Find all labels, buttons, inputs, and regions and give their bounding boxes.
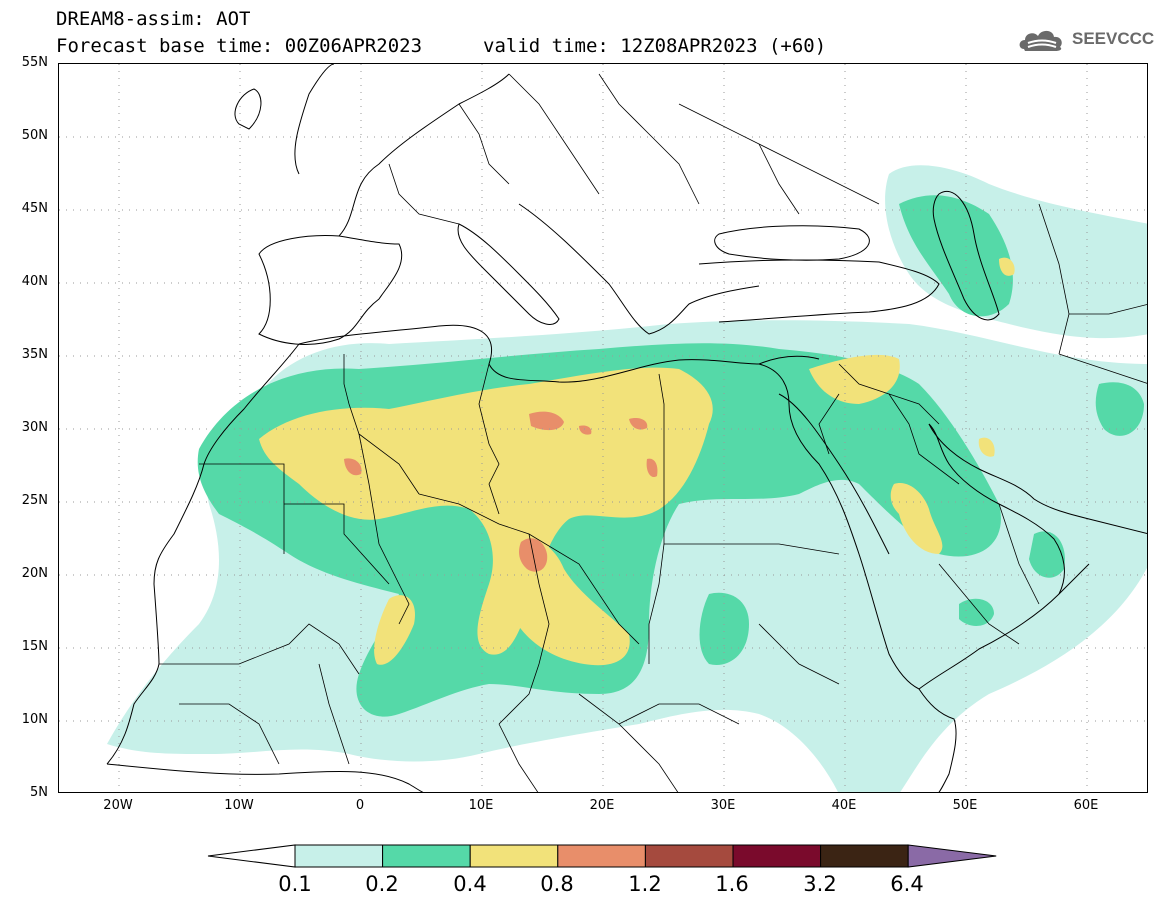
cloud-logo-icon bbox=[1019, 30, 1062, 51]
colorbar-label-6-4: 6.4 bbox=[890, 872, 924, 896]
map-title: DREAM8-assim: AOT bbox=[56, 8, 251, 30]
country-borders bbox=[159, 73, 1147, 792]
lat-label-55n: 55N bbox=[21, 55, 48, 70]
colorbar-label-3-2: 3.2 bbox=[803, 872, 837, 896]
lon-label-10e: 10E bbox=[468, 798, 494, 813]
forecast-base-time: Forecast base time: 00Z06APR2023 bbox=[56, 35, 423, 57]
seevccc-logo: SEEVCCC bbox=[1016, 24, 1154, 54]
lat-label-20n: 20N bbox=[21, 566, 48, 581]
lon-label-10w: 10W bbox=[224, 798, 254, 813]
lon-label-50e: 50E bbox=[952, 798, 978, 813]
colorbar-swatch-1 bbox=[294, 844, 384, 868]
aot-map bbox=[59, 64, 1147, 792]
aot-band-0-8 bbox=[344, 411, 658, 572]
lon-label-0: 0 bbox=[355, 798, 365, 813]
lat-label-5n: 5N bbox=[30, 785, 48, 800]
colorbar-label-0-4: 0.4 bbox=[453, 872, 487, 896]
colorbar-swatch-over bbox=[907, 844, 997, 868]
lat-label-25n: 25N bbox=[21, 493, 48, 508]
lat-label-40n: 40N bbox=[21, 274, 48, 289]
lon-label-60e: 60E bbox=[1073, 798, 1099, 813]
colorbar-swatch-7 bbox=[820, 844, 909, 868]
colorbar-label-0-1: 0.1 bbox=[278, 872, 312, 896]
map-frame bbox=[58, 63, 1148, 793]
logo-text: SEEVCCC bbox=[1072, 29, 1155, 48]
lon-label-40e: 40E bbox=[831, 798, 857, 813]
valid-time: valid time: 12Z08APR2023 (+60) bbox=[483, 35, 827, 57]
lon-label-30e: 30E bbox=[710, 798, 736, 813]
lat-label-45n: 45N bbox=[21, 201, 48, 216]
colorbar-label-0-2: 0.2 bbox=[365, 872, 399, 896]
colorbar-swatch-3 bbox=[469, 844, 559, 868]
colorbar-swatch-5 bbox=[644, 844, 734, 868]
lon-gridlines bbox=[118, 64, 1088, 792]
lon-label-20e: 20E bbox=[589, 798, 615, 813]
colorbar-swatch-6 bbox=[732, 844, 822, 868]
lat-label-50n: 50N bbox=[21, 128, 48, 143]
lon-label-20w: 20W bbox=[103, 798, 133, 813]
lat-label-15n: 15N bbox=[21, 639, 48, 654]
colorbar-swatch-under bbox=[207, 844, 296, 868]
lat-label-30n: 30N bbox=[21, 420, 48, 435]
colorbar-swatch-4 bbox=[557, 844, 646, 868]
colorbar-label-0-8: 0.8 bbox=[540, 872, 574, 896]
colorbar-label-1-6: 1.6 bbox=[715, 872, 749, 896]
colorbar-label-1-2: 1.2 bbox=[628, 872, 662, 896]
lat-label-35n: 35N bbox=[21, 347, 48, 362]
coastlines bbox=[106, 64, 1147, 792]
lat-label-10n: 10N bbox=[21, 712, 48, 727]
colorbar-swatch-2 bbox=[382, 844, 471, 868]
